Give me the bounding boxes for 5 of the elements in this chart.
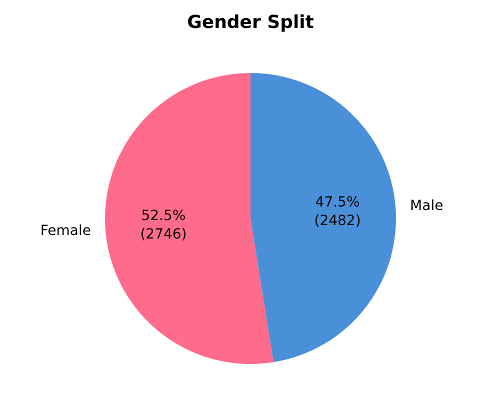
data-label: 52.5% (2746) [140,208,187,243]
chart-title: Gender Split [187,12,314,33]
slice-label: Male [410,198,444,214]
data-label: 47.5% (2482) [314,194,361,229]
slice-label: Female [40,223,91,240]
